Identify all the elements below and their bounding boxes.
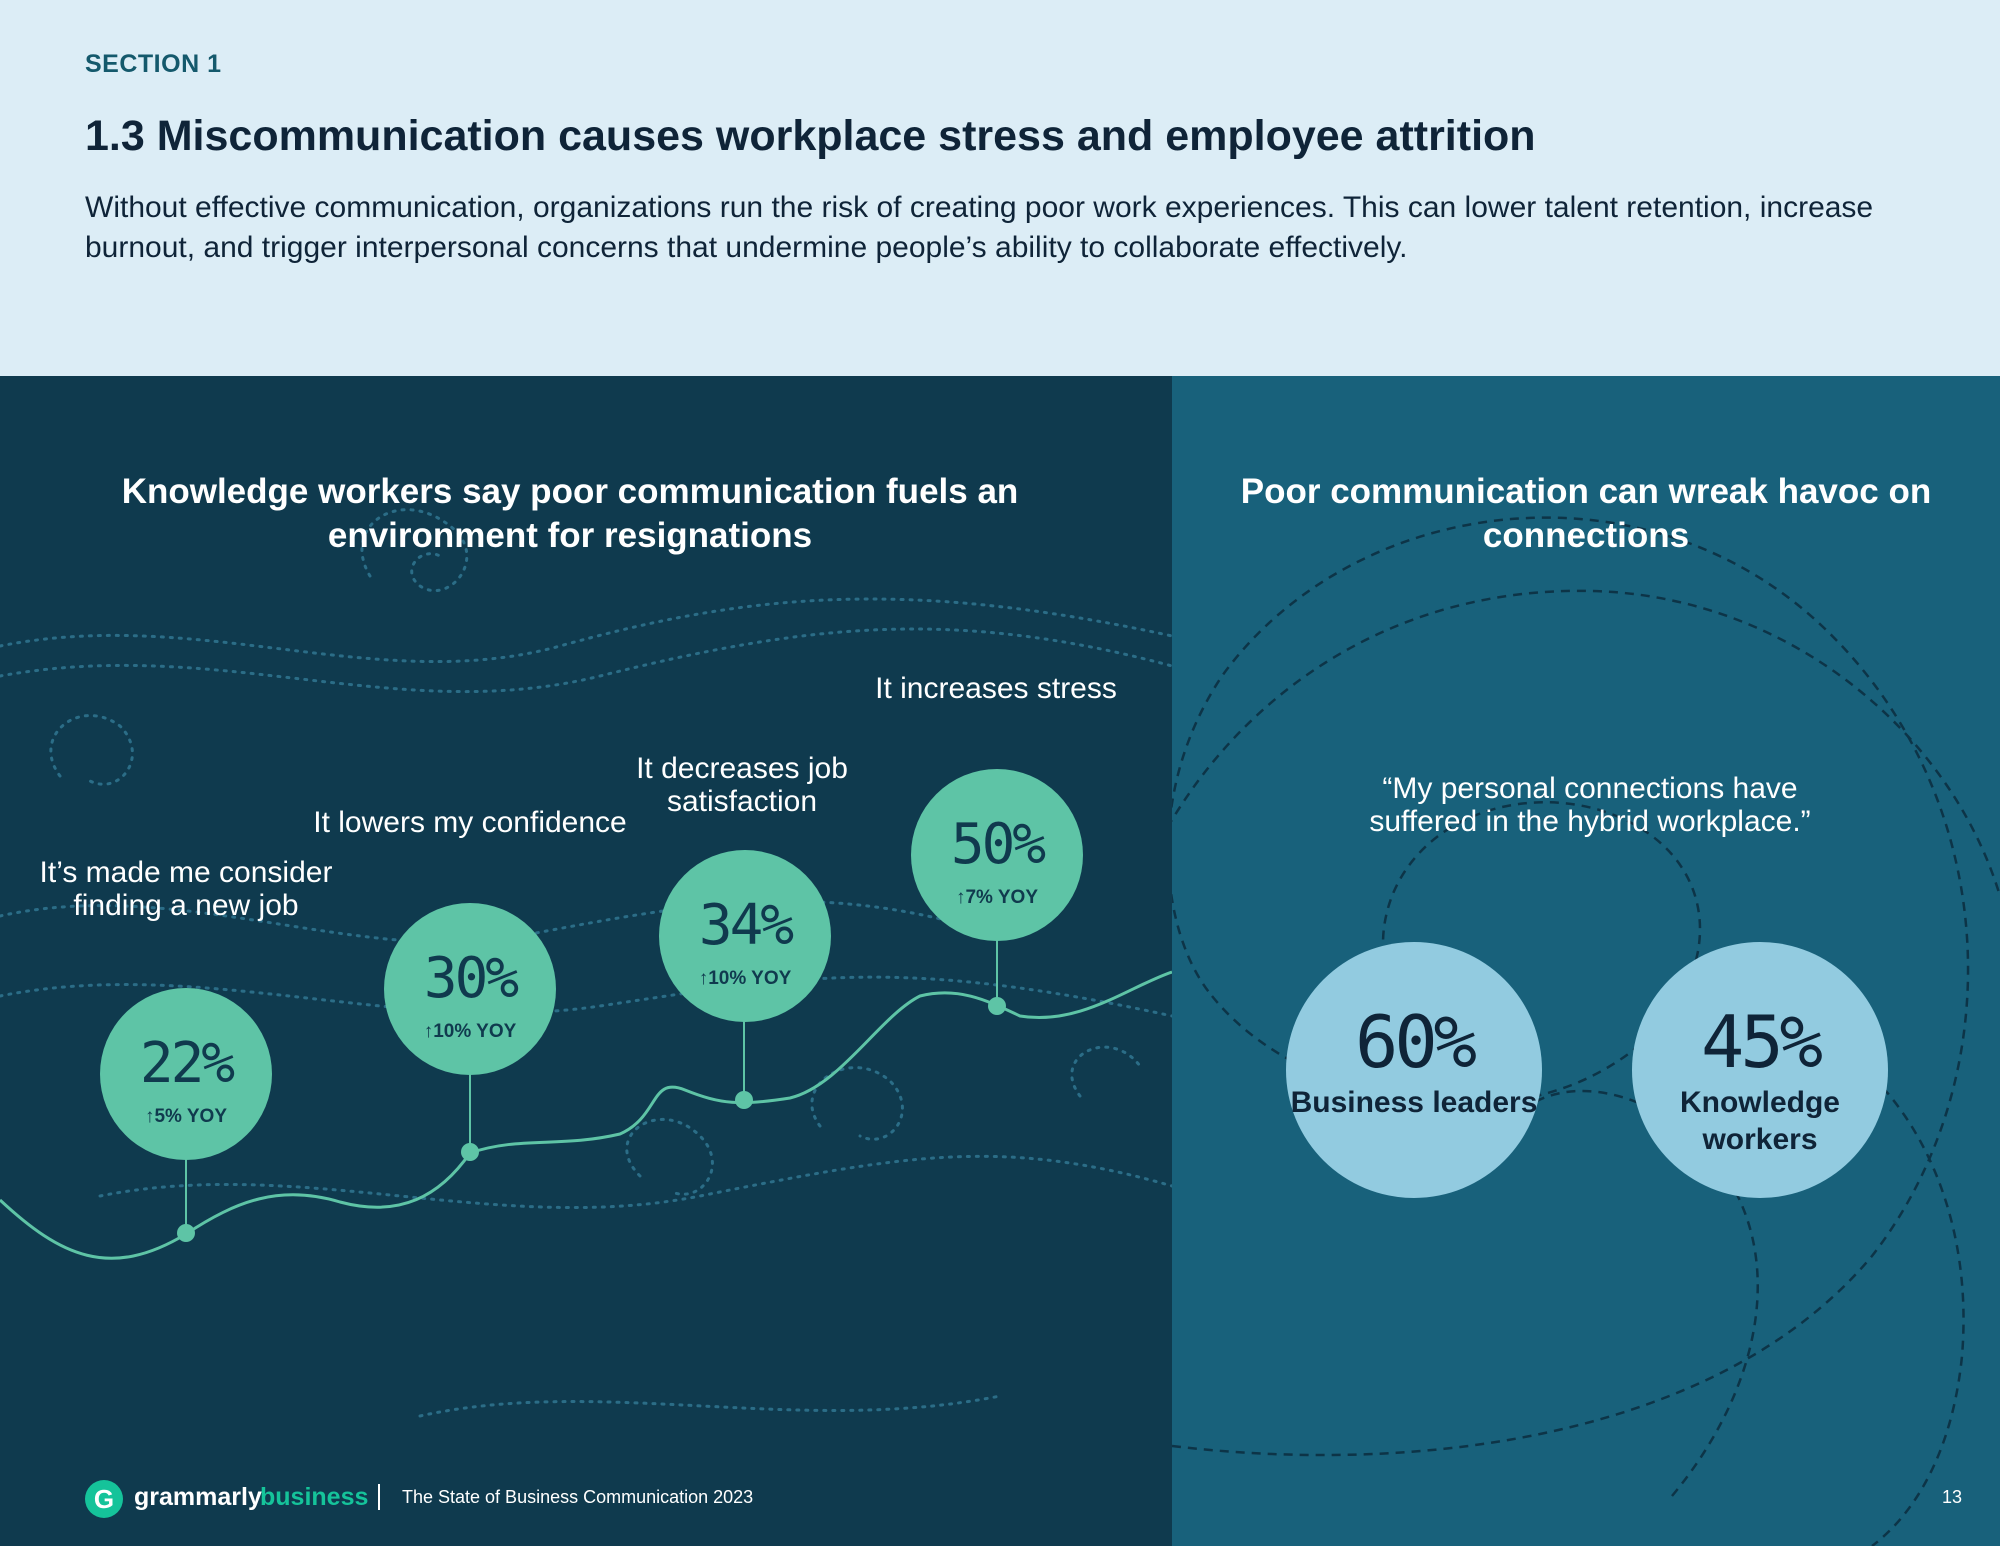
left-panel: Knowledge workers say poor communication… — [0, 376, 1172, 1546]
stat-label-2: It lowers my confidence — [313, 806, 627, 839]
page-title: 1.3 Miscommunication causes workplace st… — [85, 112, 1536, 160]
stat-yoy-1: ↑5% YOY — [144, 1106, 228, 1127]
stat-circle-business-leaders: 60% Business leaders — [1286, 942, 1542, 1198]
stat-bubble-2: 30% ↑10% YOY — [384, 903, 556, 1075]
trend-line — [0, 970, 1172, 1260]
stat-yoy-4: ↑7% YOY — [955, 887, 1039, 908]
point-4 — [988, 997, 1006, 1015]
stat-value-1: 22% — [139, 1031, 235, 1096]
right-heading: Poor communication can wreak havoc on co… — [1240, 472, 1932, 555]
stat-bubble-4: 50% ↑7% YOY — [911, 769, 1083, 941]
lead-paragraph: Without effective communication, organiz… — [85, 191, 1874, 264]
report-title: The State of Business Communication 2023 — [402, 1487, 754, 1507]
brand-sub: business — [260, 1483, 369, 1511]
stat-label-1: It’s made me consider finding a new job — [39, 856, 333, 922]
stat-circle-label-1: Business leaders — [1290, 1086, 1538, 1119]
stat-label-3: It decreases job satisfaction — [636, 752, 848, 818]
footer-divider — [378, 1484, 380, 1510]
stat-value-3: 34% — [698, 893, 794, 958]
stat-circle-label-2: Knowledge workers — [1679, 1086, 1840, 1156]
header-band: SECTION 1 1.3 Miscommunication causes wo… — [0, 0, 2000, 376]
stat-circle-knowledge-workers: 45% Knowledge workers — [1632, 942, 1888, 1198]
stat-circle-value-1: 60% — [1354, 1000, 1477, 1084]
stat-circle-value-2: 45% — [1700, 1000, 1823, 1084]
point-1 — [177, 1224, 195, 1242]
stat-yoy-2: ↑10% YOY — [423, 1021, 517, 1042]
left-heading: Knowledge workers say poor communication… — [121, 472, 1019, 555]
stat-bubble-3: 34% ↑10% YOY — [659, 850, 831, 1022]
brand-name: grammarly — [134, 1483, 262, 1511]
point-2 — [461, 1143, 479, 1161]
stat-value-2: 30% — [423, 946, 519, 1011]
stat-label-4: It increases stress — [875, 672, 1117, 705]
stat-value-4: 50% — [950, 812, 1046, 877]
grammarly-logo-icon: G — [85, 1480, 123, 1518]
stat-bubble-1: 22% ↑5% YOY — [100, 988, 272, 1160]
section-label: SECTION 1 — [85, 50, 222, 78]
point-3 — [735, 1091, 753, 1109]
right-panel: Poor communication can wreak havoc on co… — [1172, 376, 2000, 1546]
stat-yoy-3: ↑10% YOY — [698, 968, 792, 989]
page-number: 13 — [1942, 1487, 1963, 1507]
quote-text: “My personal connections have suffered i… — [1369, 772, 1811, 838]
